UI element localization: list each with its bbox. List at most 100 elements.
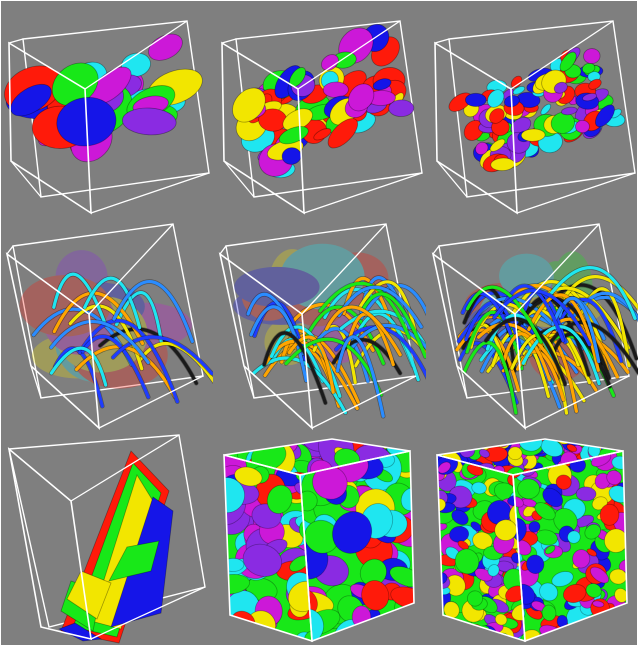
grain-section xyxy=(517,478,540,500)
render-cube-medium xyxy=(223,438,415,643)
grain-section xyxy=(437,461,452,474)
streamline-tube xyxy=(465,310,524,371)
grain-blob xyxy=(327,118,359,149)
grain-section xyxy=(611,439,623,446)
grain-section xyxy=(601,439,623,447)
streamline-tube xyxy=(462,340,518,415)
streamline-tube xyxy=(539,266,637,320)
panel-isosurface-fine xyxy=(427,1,638,216)
grain-section xyxy=(266,484,293,514)
grain-section xyxy=(616,439,623,448)
box-edge xyxy=(243,365,255,399)
grain-blob xyxy=(348,83,375,112)
grain-section xyxy=(446,439,462,448)
grain-section xyxy=(226,627,252,641)
box-edge xyxy=(516,172,636,214)
streamline-tube xyxy=(551,296,601,364)
grain-section xyxy=(539,582,559,602)
streamline-tube xyxy=(325,305,402,357)
box-edge xyxy=(221,38,237,44)
grain-blob xyxy=(588,78,602,90)
grain-section xyxy=(577,439,592,443)
grain-section xyxy=(606,470,622,486)
streamline-tubes xyxy=(245,275,426,419)
grain-blob xyxy=(489,138,506,152)
grain-section xyxy=(444,625,468,641)
grain-section xyxy=(566,443,578,453)
grain-section xyxy=(528,520,541,533)
streamline-tube xyxy=(358,280,417,334)
grain-section xyxy=(451,509,469,526)
box-edge xyxy=(90,172,210,214)
streamline-tube xyxy=(74,345,177,399)
grain-blob xyxy=(372,78,392,91)
grain-section xyxy=(619,608,627,625)
streamline-tube xyxy=(501,332,552,382)
cube-side-face xyxy=(513,451,627,641)
grain-section xyxy=(385,630,407,641)
grain-blob xyxy=(10,83,52,117)
grain-blob xyxy=(561,106,578,116)
grain-section xyxy=(234,466,263,487)
grain-section xyxy=(262,635,290,641)
grain-section xyxy=(444,630,469,641)
grain-section xyxy=(551,571,574,587)
grain-section xyxy=(603,629,623,641)
grain-blob xyxy=(489,108,505,124)
panel-streamlines-medium xyxy=(214,216,426,431)
streamline-tube xyxy=(318,281,411,340)
grain-section xyxy=(592,600,605,608)
render-isosurface-medium xyxy=(221,20,423,215)
grain-blob xyxy=(122,107,177,136)
grain-section xyxy=(490,439,513,446)
box-edge xyxy=(30,365,42,399)
box-edge xyxy=(219,245,227,255)
panel-cube-fine xyxy=(427,431,638,646)
grain-section xyxy=(555,474,572,490)
streamline-tube xyxy=(465,285,543,344)
grain-section xyxy=(542,487,564,508)
grain-section xyxy=(494,613,508,626)
grain-section xyxy=(396,615,414,631)
streamline-tubes xyxy=(454,265,638,416)
grain-blob xyxy=(583,48,601,64)
grain-section xyxy=(605,439,617,445)
grain-section xyxy=(575,486,597,502)
streamline-tube xyxy=(521,325,601,386)
grain-blob xyxy=(232,87,266,123)
panel-streamlines-fine xyxy=(427,216,638,431)
streamline-tube xyxy=(284,337,383,397)
streamline-tube xyxy=(249,305,308,383)
box-edge xyxy=(8,38,24,44)
grain-section xyxy=(446,620,464,639)
grain-section xyxy=(471,481,487,495)
grain-section xyxy=(586,548,598,557)
streamline-tube xyxy=(112,280,194,343)
grain-section xyxy=(250,631,271,641)
grain-section xyxy=(505,585,525,603)
streamline-tube xyxy=(499,284,565,343)
panel-cube-medium xyxy=(214,431,426,646)
grain-blob xyxy=(475,141,489,156)
grain-blob xyxy=(148,33,183,61)
grain-section xyxy=(589,566,610,584)
grain-section xyxy=(361,580,390,611)
grain-section xyxy=(445,632,464,641)
grain-section xyxy=(594,472,611,490)
grain-section xyxy=(437,441,445,452)
grain-section xyxy=(606,439,622,444)
panel-isosurface-coarse xyxy=(1,1,213,216)
streamline-tube xyxy=(476,322,566,385)
grain-section xyxy=(467,628,481,641)
panel-isosurface-medium xyxy=(214,1,426,216)
grain-section xyxy=(580,620,595,631)
grain-section xyxy=(448,633,464,641)
grain-blob xyxy=(313,128,332,141)
grain-section xyxy=(585,583,602,598)
render-isosurface-fine xyxy=(434,20,636,215)
grain-blob xyxy=(550,111,575,134)
grain-section xyxy=(359,558,387,587)
streamline-tube xyxy=(492,289,592,347)
grain-blob xyxy=(575,119,590,134)
streamline-tube xyxy=(527,293,600,372)
